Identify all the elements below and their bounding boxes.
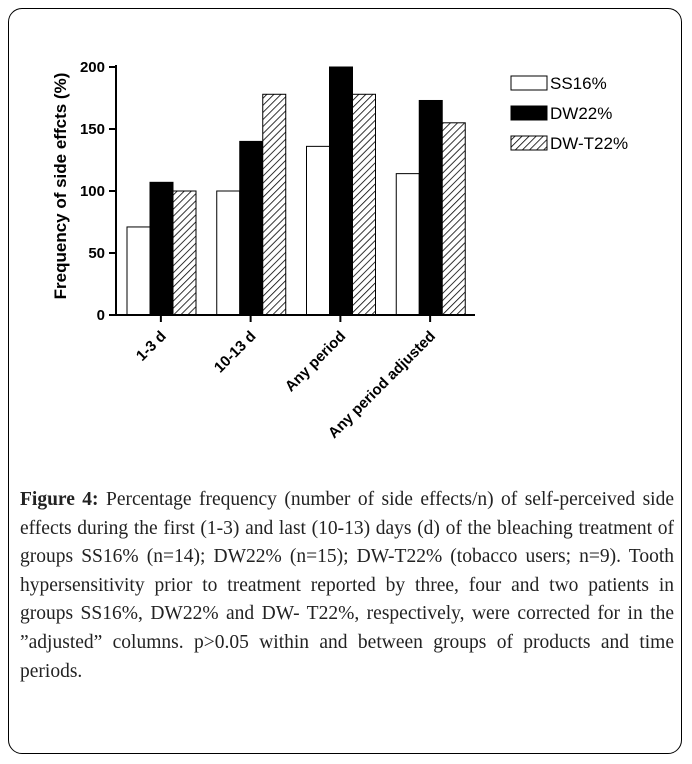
caption-text: Percentage frequency (number of side eff… [20,489,674,682]
bar-DW22%-10-13 d [239,140,264,316]
bar-DW-T22%-1-3 d [172,190,197,316]
legend-swatch [510,75,548,91]
x-tick-label: 1-3 d [133,328,170,365]
bar-SS16%-1-3 d [126,226,151,316]
bar-DW-T22%-Any period adjusted [441,122,466,316]
bars-layer [126,66,466,316]
caption-label: Figure 4: [20,489,99,510]
figure-caption: Figure 4: Percentage frequency (number o… [20,486,674,686]
legend-swatch [510,105,548,121]
legend-label: DW22% [550,104,612,123]
legend-label: SS16% [550,74,607,93]
y-tick-label: 0 [97,307,105,324]
bar-DW-T22%-Any period [352,93,376,316]
x-tick-label: 10-13 d [211,328,260,377]
x-tick-label: Any period [282,328,349,395]
bar-SS16%-10-13 d [216,190,241,316]
y-tick-label: 100 [80,183,105,200]
bar-DW22%-Any period [329,66,353,316]
bar-DW22%-Any period adjusted [418,99,443,316]
y-tick-label: 50 [88,245,105,262]
y-axis-label: Frequency of side effcts (%) [51,73,70,300]
y-tick-label: 150 [80,121,105,138]
legend: SS16% DW22% DW-T22% [510,74,628,153]
bar-DW-T22%-10-13 d [262,93,287,316]
bar-SS16%-Any period adjusted [395,173,420,316]
bar-SS16%-Any period [306,145,330,316]
bar-DW22%-1-3 d [149,181,174,316]
y-tick-label: 200 [80,59,105,76]
legend-label: DW-T22% [550,134,628,153]
legend-swatch [510,135,548,151]
